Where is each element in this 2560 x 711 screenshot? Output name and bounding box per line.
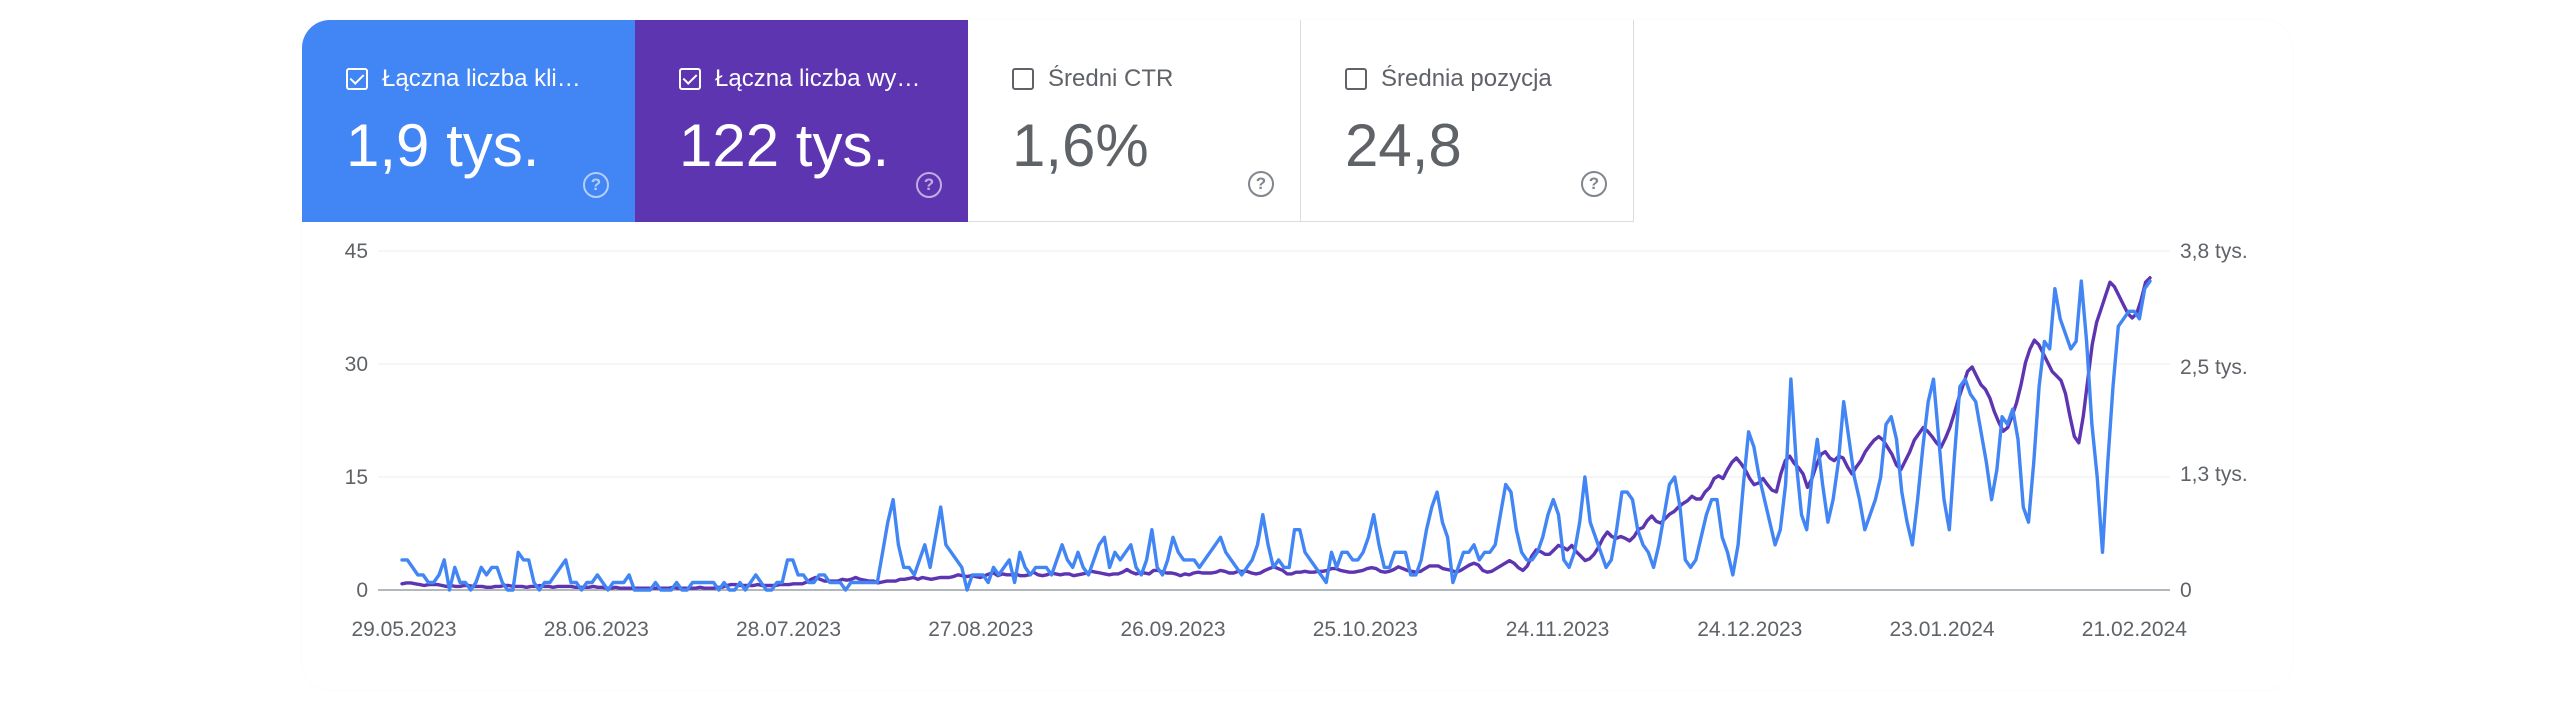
- checkbox-unchecked-icon[interactable]: [1345, 68, 1367, 90]
- x-tick-label: 26.09.2023: [1120, 618, 1225, 641]
- metric-cards: Łączna liczba klik… 1,9 tys. ? Łączna li…: [302, 20, 1634, 222]
- help-circle-icon[interactable]: ?: [1248, 171, 1274, 197]
- x-tick-label: 24.11.2023: [1506, 618, 1610, 641]
- y-right-tick-label: 3,8 tys.: [2180, 240, 2248, 263]
- metric-label-row: Średni CTR: [1012, 64, 1300, 94]
- metric-card-ctr[interactable]: Średni CTR 1,6% ?: [968, 20, 1301, 222]
- x-tick-label: 23.01.2024: [1890, 618, 1995, 641]
- y-left-tick-label: 0: [356, 579, 368, 602]
- x-tick-label: 27.08.2023: [928, 618, 1033, 641]
- series-line-clicks: [400, 279, 2152, 592]
- metric-value: 1,9 tys.: [346, 112, 540, 179]
- metric-label-row: Średnia pozycja: [1345, 64, 1633, 94]
- y-left-tick-label: 30: [345, 353, 368, 376]
- y-right-tick-label: 1,3 tys.: [2180, 463, 2248, 486]
- metric-value: 122 tys.: [679, 112, 890, 179]
- x-tick-label: 28.07.2023: [736, 618, 841, 641]
- help-circle-icon[interactable]: ?: [916, 172, 942, 198]
- metric-card-position[interactable]: Średnia pozycja 24,8 ?: [1301, 20, 1634, 222]
- x-tick-label: 24.12.2023: [1697, 618, 1802, 641]
- y-left-tick-label: 15: [345, 466, 368, 489]
- y-right-tick-label: 0: [2180, 579, 2192, 602]
- series-line-impressions: [400, 276, 2152, 590]
- metric-label-row: Łączna liczba klik…: [346, 64, 635, 94]
- checkbox-unchecked-icon[interactable]: [1012, 68, 1034, 90]
- checkbox-checked-icon[interactable]: [346, 68, 368, 90]
- checkbox-checked-icon[interactable]: [679, 68, 701, 90]
- metric-value: 24,8: [1345, 112, 1462, 179]
- metric-label-row: Łączna liczba wy…: [679, 64, 968, 94]
- metric-card-clicks[interactable]: Łączna liczba klik… 1,9 tys. ?: [302, 20, 635, 222]
- x-tick-label: 29.05.2023: [351, 618, 456, 641]
- metric-card-impressions[interactable]: Łączna liczba wy… 122 tys. ?: [635, 20, 968, 222]
- help-circle-icon[interactable]: ?: [1581, 171, 1607, 197]
- help-circle-icon[interactable]: ?: [583, 172, 609, 198]
- y-right-tick-label: 2,5 tys.: [2180, 356, 2248, 379]
- x-tick-label: 28.06.2023: [544, 618, 649, 641]
- metric-value: 1,6%: [1012, 112, 1149, 179]
- x-tick-label: 21.02.2024: [2082, 618, 2187, 641]
- x-tick-label: 25.10.2023: [1313, 618, 1418, 641]
- y-left-tick-label: 45: [345, 240, 368, 263]
